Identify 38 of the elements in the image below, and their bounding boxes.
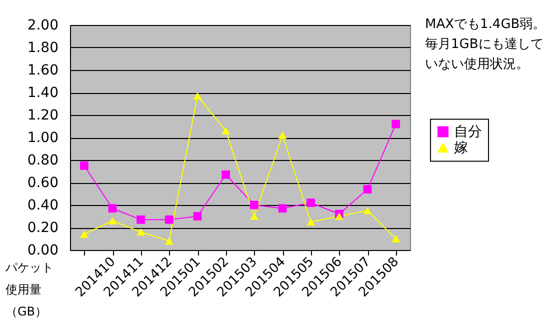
y-tick-label: 0.60 (27, 175, 58, 191)
y-tick-label: 0.40 (27, 198, 58, 214)
y-tick-label: 1.60 (27, 62, 58, 78)
point (363, 207, 372, 214)
y-tick-label: 1.80 (27, 40, 58, 56)
y-axis-title: パケット使用量（GB） (4, 260, 54, 318)
y-tick-label: 1.40 (27, 85, 58, 101)
point (80, 161, 88, 170)
y-tick-label: 1.00 (27, 130, 58, 146)
y-tick-label: 0.20 (27, 220, 58, 236)
point (108, 204, 117, 213)
point (250, 212, 258, 220)
point (363, 185, 372, 194)
point (250, 200, 258, 210)
y-tick-label: 2.00 (27, 18, 58, 34)
point (392, 120, 400, 128)
point (306, 218, 316, 226)
point (278, 132, 287, 139)
y-tick-label: 0.00 (27, 242, 58, 258)
point (80, 230, 88, 238)
point (164, 237, 174, 245)
point (193, 212, 202, 220)
point (193, 92, 202, 100)
y-tick-label: 0.80 (27, 152, 58, 168)
point (222, 127, 230, 134)
text: MAXでも1.4GB弱。毎月1GBにも達していない使用状況。 (425, 17, 546, 72)
point (222, 170, 230, 179)
point (136, 228, 146, 236)
y-tick-label: 1.20 (27, 108, 58, 124)
point (306, 198, 316, 207)
point (278, 204, 287, 213)
point (392, 235, 400, 242)
point (164, 215, 174, 224)
point (334, 212, 344, 220)
point (136, 215, 146, 224)
legend-label: 自分 (454, 124, 482, 140)
point (108, 217, 117, 224)
legend-label: 嫁 (454, 140, 468, 156)
